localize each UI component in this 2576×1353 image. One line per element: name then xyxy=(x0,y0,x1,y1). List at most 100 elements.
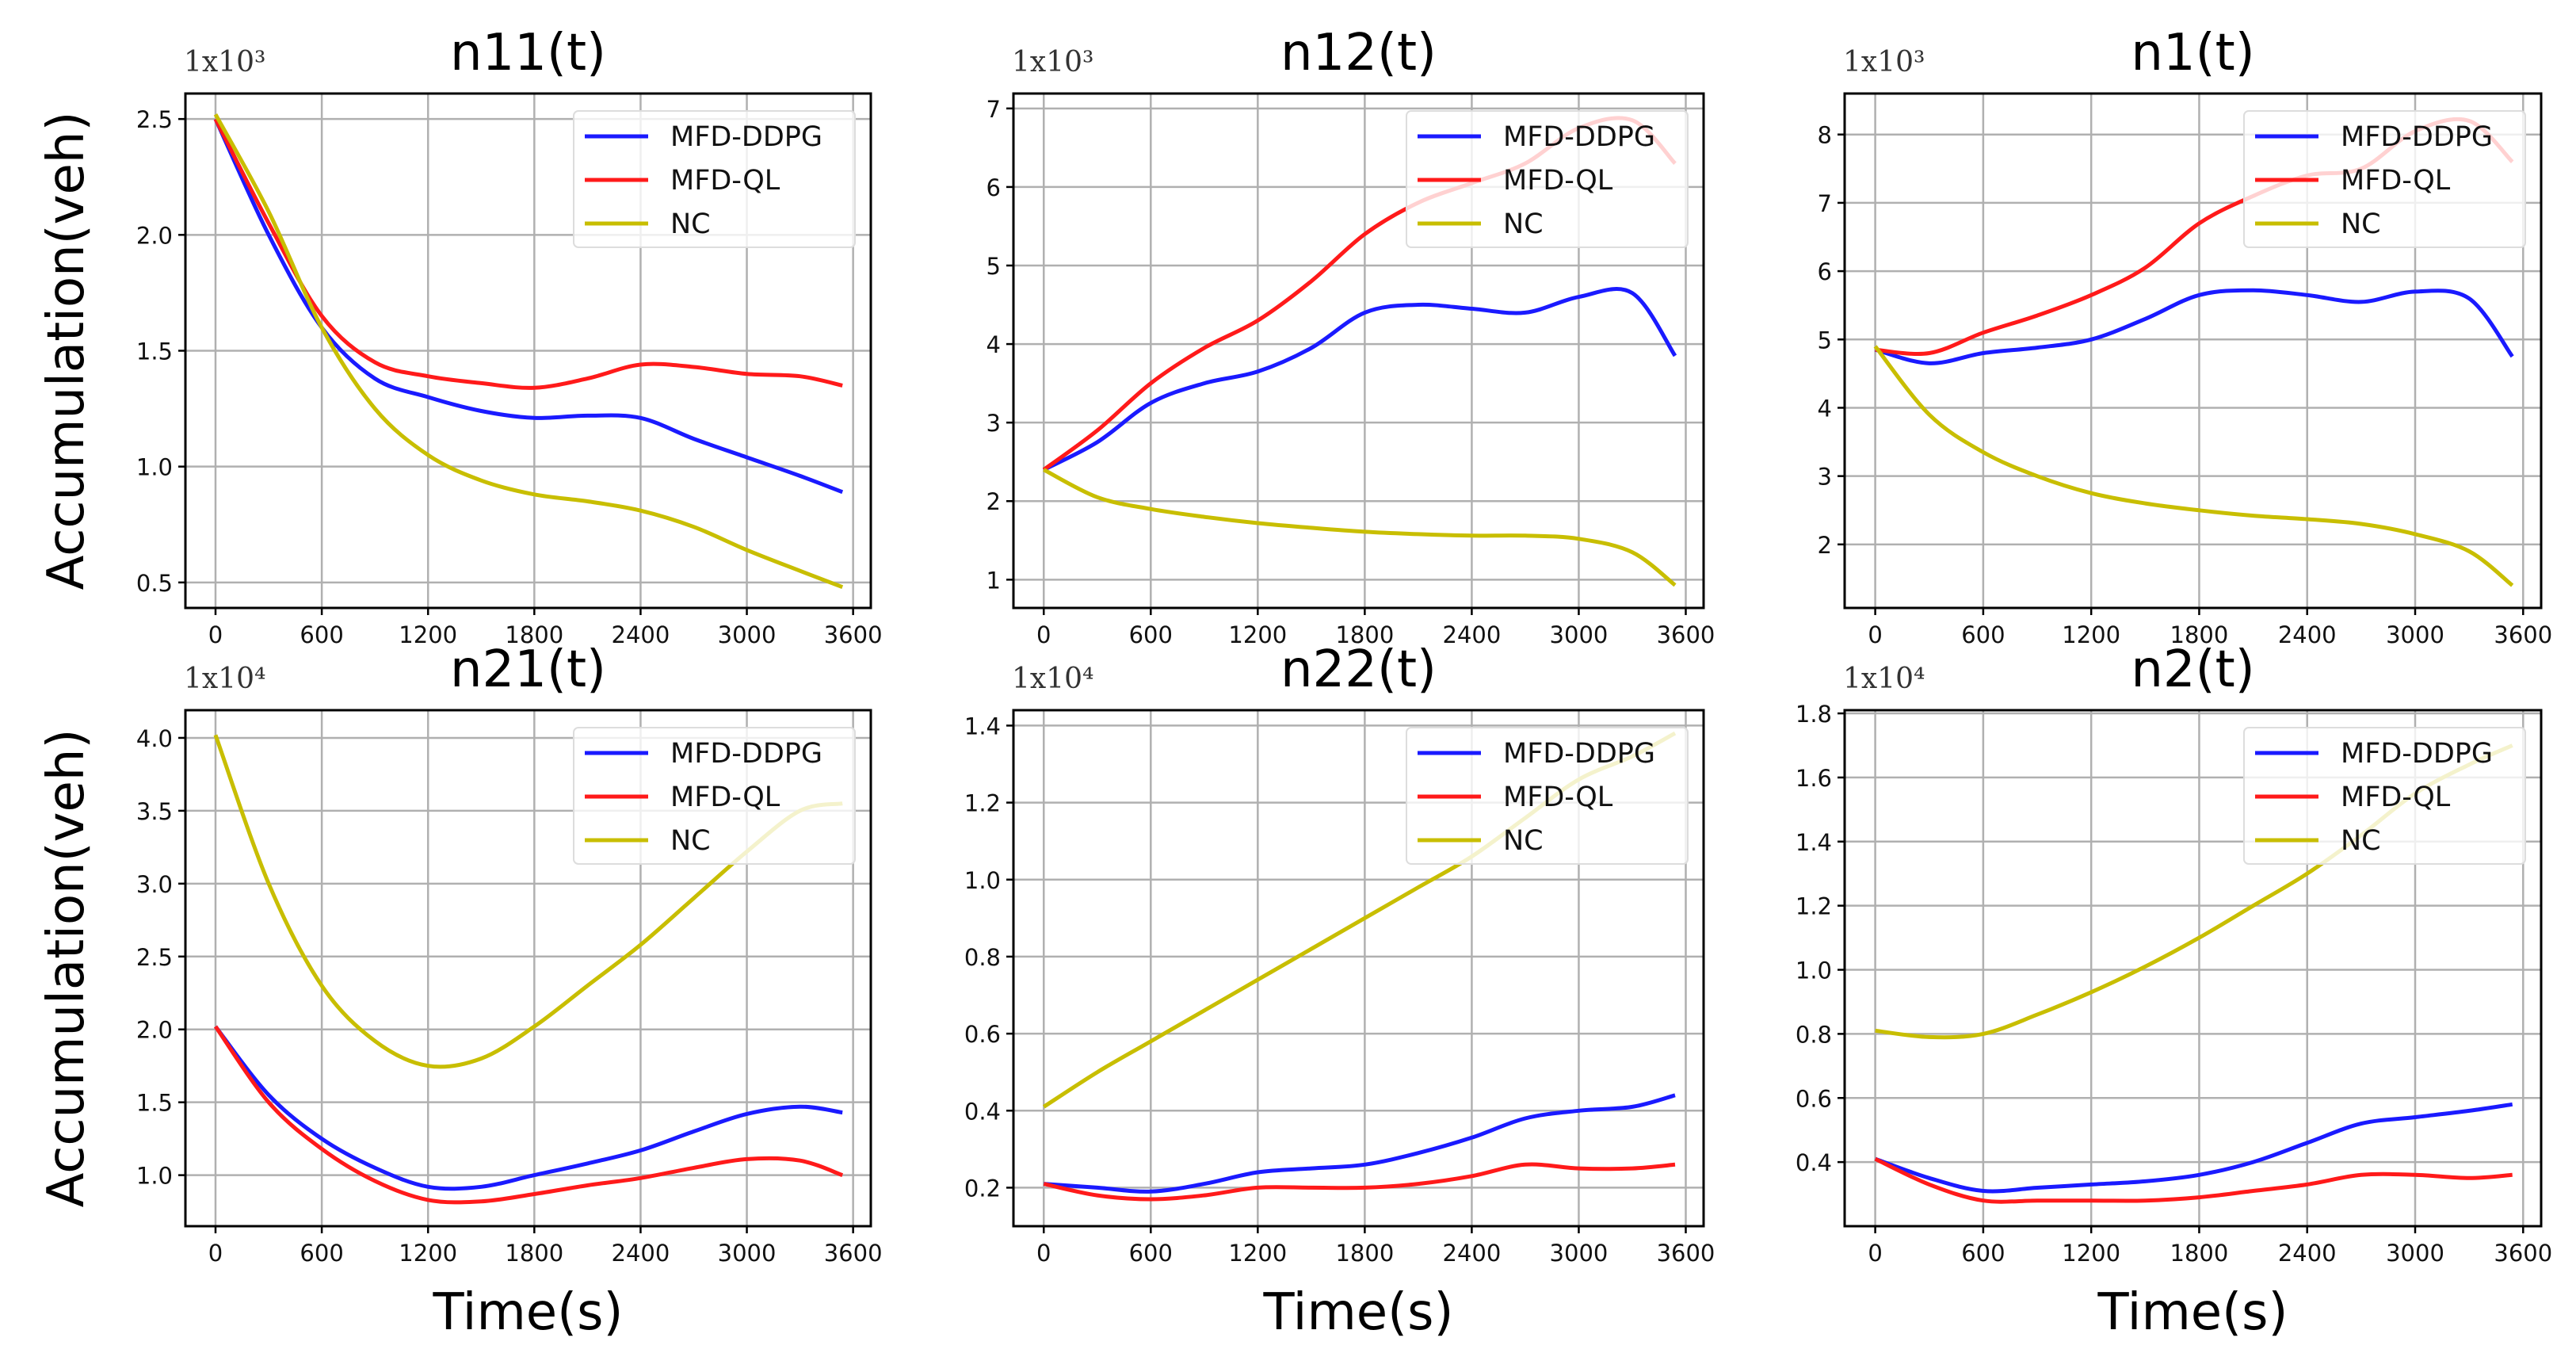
subplot-title: n1(t) xyxy=(2131,24,2254,82)
y-tick-label: 2 xyxy=(1818,532,1832,559)
x-tick-label: 2400 xyxy=(612,1240,670,1267)
axes-frame xyxy=(1012,92,1705,610)
x-tick-label: 3600 xyxy=(824,1240,883,1267)
x-tick-label: 600 xyxy=(300,621,343,648)
x-tick-label: 3600 xyxy=(1657,621,1715,648)
legend-label: MFD-DDPG xyxy=(1503,738,1655,770)
subplot-n2t: 0 600 1200 1800 2400 3000 3600 0.4 0.6 0.8 1.0 1.2 1… xyxy=(1796,640,2552,1342)
x-tick-label: 2400 xyxy=(2278,1240,2337,1267)
series-line-mfd-ddpg xyxy=(1874,1102,2513,1194)
x-tick-label: 3000 xyxy=(2386,621,2444,648)
x-tick-label: 0 xyxy=(208,1240,223,1267)
legend-label: NC xyxy=(2341,208,2381,240)
x-tick-label: 1800 xyxy=(2170,1240,2229,1267)
legend: MFD-DDPG MFD-QL NC xyxy=(573,110,856,248)
x-tick-label: 600 xyxy=(1961,1240,2005,1267)
x-tick-label: 3000 xyxy=(718,621,777,648)
x-tick-label: 3600 xyxy=(2494,621,2552,648)
x-tick-label: 1800 xyxy=(1335,621,1394,648)
y-tick-label: 3.5 xyxy=(136,798,173,825)
series-line-mfd-ql xyxy=(1874,1156,2513,1204)
y-tick-label: 2.0 xyxy=(136,1017,173,1044)
x-tick-label: 1200 xyxy=(2062,621,2120,648)
legend-label: MFD-QL xyxy=(2341,782,2451,813)
series-line-mfd-ddpg xyxy=(1874,288,2514,365)
x-tick-label: 3000 xyxy=(1550,1240,1609,1267)
legend-box xyxy=(573,110,856,248)
y-tick-label: 5 xyxy=(1818,327,1832,354)
legend-box xyxy=(2243,727,2526,865)
y-tick-label: 1.6 xyxy=(1796,765,1832,792)
y-tick-label: 1.5 xyxy=(136,1090,173,1117)
x-tick-label: 3600 xyxy=(824,621,883,648)
axes-frame xyxy=(184,709,872,1228)
y-multiplier: 1x10⁴ xyxy=(1012,663,1093,695)
y-tick-label: 2.5 xyxy=(136,106,173,133)
x-tick-label: 1200 xyxy=(399,621,457,648)
legend-label: NC xyxy=(2341,825,2381,857)
series-line-mfd-ql xyxy=(1043,1162,1676,1202)
legend-label: MFD-QL xyxy=(1503,782,1613,813)
series-line-nc xyxy=(1043,468,1677,587)
subplot-title: n12(t) xyxy=(1280,24,1437,82)
subplot-title: n21(t) xyxy=(450,640,606,699)
x-tick-label: 1200 xyxy=(399,1240,457,1267)
subplot-n21t: 0 600 1200 1800 2400 3000 3600 1.0 1.5 2.0 2.5 3.0 3… xyxy=(37,640,883,1342)
x-tick-label: 0 xyxy=(1036,621,1051,648)
y-tick-label: 1.2 xyxy=(1796,893,1832,920)
legend-label: MFD-DDPG xyxy=(1503,121,1655,153)
y-tick-label: 3 xyxy=(1818,464,1832,491)
legend-label: MFD-QL xyxy=(670,165,780,197)
subplot-n12t: 0 600 1200 1800 2400 3000 36001234567MFD-DDPGM… xyxy=(987,24,1715,648)
y-tick-label: 0.2 xyxy=(964,1175,1001,1202)
y-tick-label: 1.0 xyxy=(964,867,1001,894)
x-tick-label: 1800 xyxy=(505,1240,563,1267)
y-tick-label: 1.5 xyxy=(136,338,173,365)
x-axis-label: Time(s) xyxy=(1263,1283,1454,1342)
legend: MFD-DDPG MFD-QL NC xyxy=(573,727,856,865)
y-multiplier: 1x10³ xyxy=(1843,46,1925,78)
y-axis-label: Accumulation(veh) xyxy=(37,112,96,591)
y-tick-label: 1.4 xyxy=(1796,829,1832,856)
x-tick-label: 1200 xyxy=(1228,621,1287,648)
legend-label: MFD-QL xyxy=(2341,165,2451,197)
axes-frame xyxy=(1012,709,1705,1228)
y-multiplier: 1x10⁴ xyxy=(184,663,265,695)
axes-frame xyxy=(1843,92,2543,610)
series-line-nc xyxy=(213,113,844,590)
x-tick-label: 2400 xyxy=(1443,1240,1502,1267)
y-tick-label: 0.8 xyxy=(1796,1021,1832,1048)
y-tick-label: 4 xyxy=(987,331,1001,358)
legend-label: NC xyxy=(1503,825,1544,857)
y-tick-label: 3.0 xyxy=(136,871,173,898)
x-tick-label: 600 xyxy=(1129,1240,1173,1267)
x-tick-label: 3000 xyxy=(1550,621,1609,648)
x-tick-label: 1200 xyxy=(1228,1240,1287,1267)
y-tick-label: 7 xyxy=(1818,190,1832,217)
series-line-mfd-ddpg xyxy=(213,118,844,495)
legend-label: MFD-DDPG xyxy=(670,121,822,153)
x-tick-label: 3600 xyxy=(1657,1240,1715,1267)
x-tick-label: 3000 xyxy=(718,1240,777,1267)
y-tick-label: 6 xyxy=(1818,258,1832,285)
x-tick-label: 2400 xyxy=(1443,621,1502,648)
axes-frame xyxy=(1843,709,2543,1228)
legend-label: MFD-QL xyxy=(1503,165,1613,197)
subplot-title: n11(t) xyxy=(450,24,606,82)
y-tick-label: 1.0 xyxy=(136,454,173,481)
series-line-mfd-ddpg xyxy=(214,1025,843,1191)
series-line-mfd-ddpg xyxy=(1044,1093,1676,1194)
x-tick-label: 0 xyxy=(1868,1240,1882,1267)
y-tick-label: 1.0 xyxy=(1796,957,1832,984)
y-multiplier: 1x10⁴ xyxy=(1843,663,1925,695)
x-tick-label: 0 xyxy=(1868,621,1882,648)
legend-box xyxy=(2243,110,2526,248)
legend-label: MFD-DDPG xyxy=(2341,738,2493,770)
x-tick-label: 3000 xyxy=(2386,1240,2444,1267)
y-tick-label: 1.0 xyxy=(136,1163,173,1190)
x-tick-label: 2400 xyxy=(2278,621,2337,648)
legend-box xyxy=(573,727,856,865)
y-tick-label: 1.2 xyxy=(964,790,1001,817)
